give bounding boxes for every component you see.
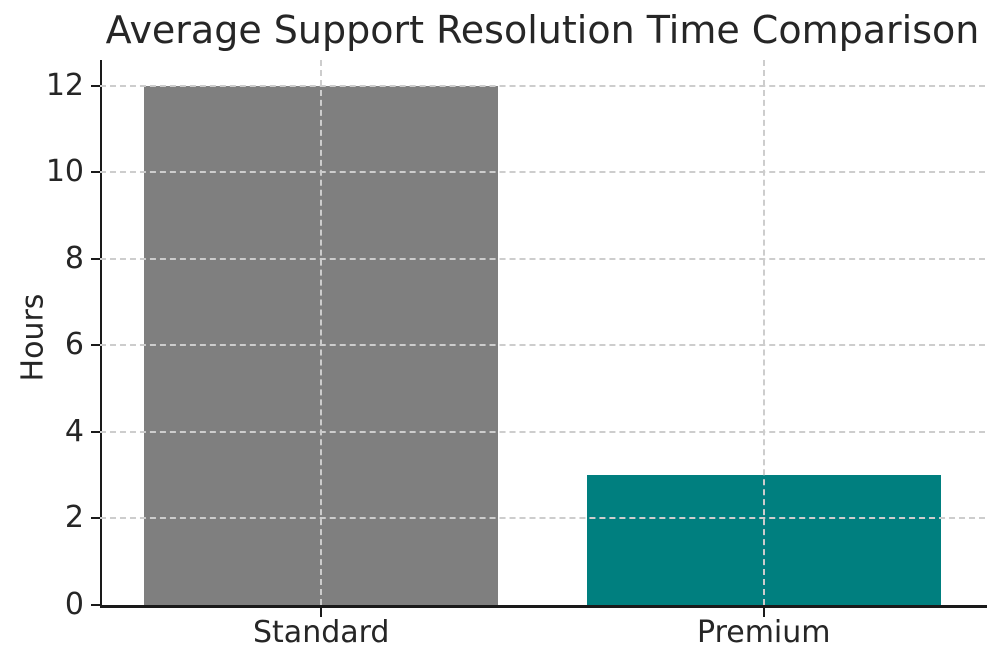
- y-tick-mark: [91, 604, 100, 606]
- chart-title: Average Support Resolution Time Comparis…: [105, 8, 980, 52]
- x-tick-mark: [762, 608, 765, 617]
- gridline-horizontal: [100, 84, 985, 87]
- x-tick-mark: [320, 608, 323, 617]
- y-tick-mark: [91, 344, 100, 347]
- gridline-horizontal: [100, 171, 985, 174]
- y-tick-mark: [91, 517, 100, 520]
- y-tick-mark: [91, 430, 100, 433]
- gridline-vertical: [762, 60, 765, 605]
- y-tick-label: 4: [64, 413, 84, 449]
- gridline-horizontal: [100, 517, 985, 520]
- y-tick-label: 12: [45, 67, 84, 103]
- y-tick-mark: [91, 84, 100, 87]
- gridline-horizontal: [100, 344, 985, 347]
- y-tick-label: 10: [45, 154, 84, 190]
- gridline-vertical: [320, 60, 323, 605]
- x-tick-label: Premium: [697, 615, 831, 650]
- x-tick-label: Standard: [253, 615, 390, 650]
- y-tick-label: 2: [64, 500, 84, 536]
- gridline-horizontal: [100, 257, 985, 260]
- y-tick-mark: [91, 171, 100, 174]
- y-tick-label: 8: [64, 240, 84, 276]
- y-tick-label: 0: [64, 587, 84, 622]
- y-tick-mark: [91, 257, 100, 260]
- gridline-horizontal: [100, 430, 985, 433]
- y-tick-label: 6: [64, 327, 84, 363]
